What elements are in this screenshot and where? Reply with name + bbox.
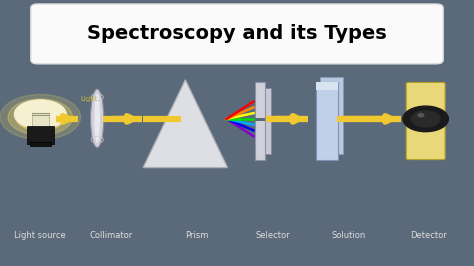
FancyBboxPatch shape xyxy=(260,88,271,154)
FancyBboxPatch shape xyxy=(32,113,49,128)
Circle shape xyxy=(403,106,448,132)
FancyBboxPatch shape xyxy=(320,77,343,154)
FancyBboxPatch shape xyxy=(255,118,265,121)
Circle shape xyxy=(411,111,440,127)
Text: Collimator: Collimator xyxy=(90,231,133,240)
Ellipse shape xyxy=(94,93,100,144)
Text: Prism: Prism xyxy=(185,231,209,240)
Text: Light: Light xyxy=(81,96,98,102)
Ellipse shape xyxy=(91,89,104,148)
Circle shape xyxy=(418,114,424,117)
FancyBboxPatch shape xyxy=(31,4,443,64)
Circle shape xyxy=(8,99,73,135)
Text: Spectroscopy and its Types: Spectroscopy and its Types xyxy=(87,24,387,43)
Text: Selector: Selector xyxy=(255,231,290,240)
Circle shape xyxy=(14,100,66,129)
FancyBboxPatch shape xyxy=(316,82,338,90)
Circle shape xyxy=(16,103,65,131)
FancyBboxPatch shape xyxy=(406,82,445,160)
FancyBboxPatch shape xyxy=(27,126,54,144)
Text: Light source: Light source xyxy=(14,231,66,240)
Text: Solution: Solution xyxy=(331,231,365,240)
FancyBboxPatch shape xyxy=(316,82,338,160)
Circle shape xyxy=(0,94,81,140)
FancyBboxPatch shape xyxy=(255,82,265,160)
FancyBboxPatch shape xyxy=(30,142,51,146)
Text: Detector: Detector xyxy=(410,231,447,240)
Polygon shape xyxy=(143,80,228,168)
